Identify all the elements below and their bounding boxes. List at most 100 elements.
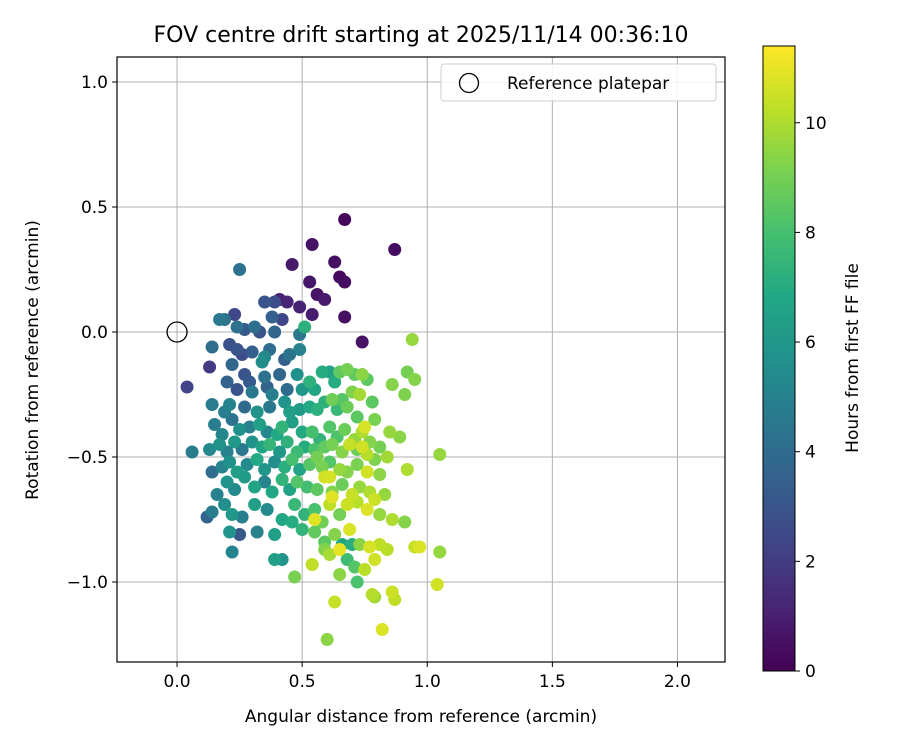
data-point bbox=[433, 545, 447, 559]
data-point bbox=[333, 463, 347, 476]
data-point bbox=[340, 400, 354, 414]
data-point bbox=[305, 308, 319, 321]
data-point bbox=[250, 525, 264, 539]
data-point bbox=[180, 380, 194, 394]
data-point bbox=[315, 460, 329, 474]
reference-layer bbox=[166, 321, 188, 343]
data-point bbox=[293, 343, 307, 356]
data-point bbox=[380, 450, 394, 464]
data-point bbox=[368, 493, 382, 506]
data-point bbox=[303, 375, 317, 389]
data-point bbox=[273, 368, 287, 381]
data-point bbox=[305, 425, 319, 439]
data-point bbox=[355, 368, 369, 381]
data-point bbox=[310, 450, 324, 464]
data-point bbox=[303, 275, 317, 289]
y-tick-label: −1.0 bbox=[67, 573, 108, 593]
data-point bbox=[213, 438, 227, 451]
data-point bbox=[263, 400, 277, 414]
data-point bbox=[293, 463, 307, 476]
data-point bbox=[365, 588, 379, 601]
data-point bbox=[265, 388, 279, 401]
data-point bbox=[265, 310, 279, 324]
y-tick-label: 1.0 bbox=[81, 73, 108, 93]
plot-frame bbox=[116, 56, 726, 663]
data-point bbox=[298, 320, 312, 334]
colorbar-tick-label: 10 bbox=[805, 114, 827, 134]
data-point bbox=[275, 473, 289, 486]
data-point bbox=[413, 540, 427, 554]
data-point bbox=[230, 383, 244, 396]
data-point bbox=[360, 503, 374, 516]
data-point bbox=[365, 395, 379, 409]
data-point bbox=[308, 513, 322, 526]
data-point bbox=[210, 488, 224, 501]
data-point bbox=[203, 360, 217, 374]
data-point bbox=[330, 403, 344, 416]
data-point bbox=[290, 368, 304, 381]
data-point bbox=[398, 388, 412, 401]
x-tick-label: 0.5 bbox=[289, 672, 316, 692]
data-point bbox=[238, 400, 252, 414]
data-point bbox=[325, 490, 339, 504]
data-point bbox=[245, 435, 259, 449]
data-point bbox=[243, 375, 257, 389]
data-point bbox=[298, 508, 312, 521]
data-point bbox=[338, 275, 352, 289]
data-point bbox=[363, 540, 377, 554]
data-point bbox=[275, 313, 289, 326]
data-point bbox=[295, 523, 309, 536]
x-tick-label: 0.0 bbox=[164, 672, 191, 692]
chart-title: FOV centre drift starting at 2025/11/14 … bbox=[154, 23, 689, 48]
data-point bbox=[248, 480, 262, 494]
data-point bbox=[328, 528, 342, 541]
data-point bbox=[400, 463, 414, 476]
colorbar-tick-label: 0 bbox=[805, 662, 816, 682]
data-point bbox=[248, 498, 262, 511]
data-point bbox=[233, 423, 247, 436]
data-point bbox=[305, 238, 319, 251]
data-point bbox=[285, 515, 299, 529]
data-point bbox=[185, 445, 199, 459]
data-point bbox=[205, 505, 219, 519]
data-point bbox=[230, 465, 244, 479]
data-point bbox=[328, 255, 342, 269]
data-point bbox=[355, 440, 369, 454]
data-point bbox=[358, 420, 372, 434]
data-point bbox=[350, 458, 364, 471]
data-point bbox=[328, 595, 342, 609]
data-point bbox=[368, 413, 382, 426]
data-point bbox=[398, 515, 412, 529]
reference-platepar-marker bbox=[166, 321, 188, 343]
data-point bbox=[338, 213, 352, 226]
data-point bbox=[305, 558, 319, 571]
data-point bbox=[285, 453, 299, 466]
data-point bbox=[383, 425, 397, 439]
data-point bbox=[220, 375, 234, 389]
data-point bbox=[245, 345, 259, 359]
data-point bbox=[235, 510, 249, 524]
legend-box bbox=[440, 63, 717, 102]
data-point bbox=[335, 478, 349, 491]
data-point bbox=[325, 438, 339, 451]
data-point bbox=[333, 508, 347, 521]
x-tick-label: 1.0 bbox=[414, 672, 441, 692]
data-point bbox=[288, 570, 302, 584]
data-point bbox=[290, 475, 304, 489]
data-point bbox=[275, 513, 289, 526]
data-point bbox=[265, 485, 279, 499]
data-point bbox=[285, 415, 299, 429]
data-point bbox=[250, 405, 264, 419]
data-point bbox=[408, 373, 422, 386]
y-tick-label: 0.0 bbox=[81, 323, 108, 343]
data-point bbox=[353, 388, 367, 401]
data-point bbox=[248, 320, 262, 334]
data-point bbox=[373, 508, 387, 521]
data-point bbox=[218, 498, 232, 511]
data-point bbox=[338, 423, 352, 436]
data-point bbox=[258, 463, 272, 476]
data-point bbox=[323, 420, 337, 434]
data-point bbox=[360, 465, 374, 479]
data-point bbox=[280, 295, 294, 309]
data-point bbox=[268, 295, 282, 309]
